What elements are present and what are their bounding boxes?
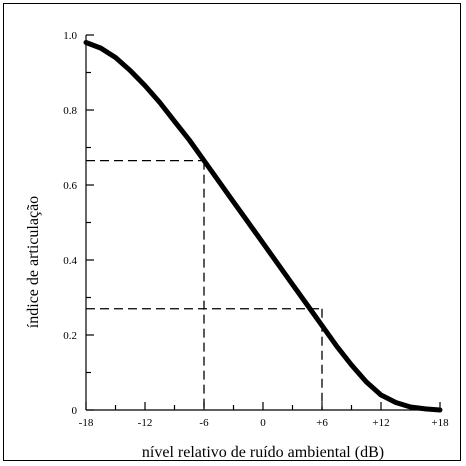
y-axis-title: índice de articulação <box>25 196 42 328</box>
y-tick-label: 0.6 <box>63 180 77 192</box>
axes <box>85 34 441 411</box>
y-tick-label: 1.0 <box>63 30 77 42</box>
reference-lines <box>86 159 323 410</box>
tick-labels: 0 0.2 0.4 0.6 0.8 1.0 -18 -12 -6 0 +6 +12 +18 <box>63 30 449 429</box>
x-tick-label: -6 <box>199 417 209 429</box>
y-tick-label: 0 <box>72 405 78 417</box>
x-tick-label: 0 <box>260 417 266 429</box>
y-tick-label: 0.2 <box>63 330 77 342</box>
articulation-curve <box>83 40 443 413</box>
x-tick-label: +12 <box>372 417 389 429</box>
x-tick-label: +6 <box>316 417 328 429</box>
x-tick-label: -12 <box>138 417 153 429</box>
chart-frame <box>3 3 461 461</box>
x-axis-title: nível relativo de ruído ambiental (dB) <box>142 444 384 461</box>
x-tick-label: +18 <box>431 417 449 429</box>
y-tick-label: 0.4 <box>63 255 77 267</box>
series-group <box>83 40 443 413</box>
y-tick-label: 0.8 <box>63 105 77 117</box>
x-tick-label: -18 <box>79 417 94 429</box>
